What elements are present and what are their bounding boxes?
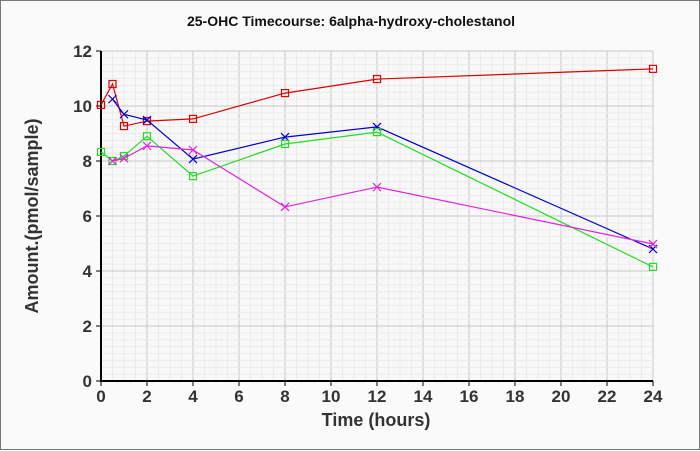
data-point-red [188, 114, 198, 124]
marker-stroke [280, 132, 290, 142]
series-line-red [100, 68, 654, 127]
data-point-green [648, 262, 658, 271]
marker-stroke [119, 109, 129, 119]
x-tick-label: 18 [506, 387, 525, 406]
x-tick-label: 12 [368, 387, 387, 406]
y-tick-label: 4 [83, 262, 93, 281]
y-tick-label: 10 [73, 97, 92, 116]
data-point-blue [372, 122, 382, 132]
marker-stroke [372, 122, 382, 132]
data-point-magenta [108, 156, 117, 166]
x-tick-label: 2 [142, 387, 151, 406]
data-point-red [648, 64, 658, 73]
y-tick-label: 12 [73, 42, 92, 61]
marker-stroke [108, 156, 117, 166]
y-tick-labels: 0 2 4 6 8 10 12 [73, 42, 92, 391]
data-point-blue [188, 154, 198, 164]
data-point-blue [142, 115, 152, 125]
data-point-magenta [648, 239, 658, 249]
x-tick-label: 20 [552, 387, 571, 406]
marker-stroke [648, 239, 658, 249]
data-point-red [108, 79, 117, 89]
x-tick-label: 6 [234, 387, 243, 406]
x-tick-label: 14 [414, 387, 433, 406]
data-point-red [96, 100, 106, 110]
data-point-magenta [280, 202, 290, 212]
marker-stroke [142, 115, 152, 125]
grid [100, 50, 654, 382]
data-point-blue [108, 94, 117, 104]
data-point-green [108, 156, 117, 166]
series-magenta [108, 141, 658, 249]
x-tick-label: 22 [598, 387, 617, 406]
data-point-magenta [142, 141, 152, 151]
data-point-magenta [119, 153, 129, 163]
axes [96, 50, 654, 386]
data-point-green [372, 128, 382, 137]
series-red [96, 64, 658, 131]
y-tick-label: 6 [83, 207, 92, 226]
data-point-magenta [372, 182, 382, 192]
series-group [96, 64, 658, 271]
x-tick-labels: 0 2 4 6 8 10 12 14 16 18 20 22 24 [96, 387, 663, 406]
marker-stroke [142, 141, 152, 151]
data-point-blue [119, 109, 129, 119]
data-point-magenta [188, 145, 198, 155]
y-axis-label: Amount.(pmol/sample) [22, 118, 42, 313]
x-tick-label: 0 [96, 387, 105, 406]
marker-stroke [108, 94, 117, 104]
data-point-red [280, 88, 290, 98]
x-tick-label: 8 [280, 387, 289, 406]
data-point-green [280, 139, 290, 149]
x-tick-label: 16 [460, 387, 479, 406]
x-tick-label: 4 [188, 387, 198, 406]
data-point-green [96, 147, 106, 157]
chart-title: 25-OHC Timecourse: 6alpha-hydroxy-choles… [187, 13, 515, 29]
y-tick-label: 2 [83, 317, 92, 336]
marker-stroke [280, 202, 290, 212]
data-point-blue [280, 132, 290, 142]
data-point-red [372, 74, 382, 84]
marker-stroke [119, 153, 129, 163]
marker-stroke [188, 154, 198, 164]
data-point-green [142, 132, 152, 141]
x-tick-label: 24 [644, 387, 663, 406]
x-axis-label: Time (hours) [322, 410, 431, 430]
data-point-red [119, 121, 129, 131]
marker-stroke [372, 182, 382, 192]
data-point-green [188, 172, 198, 181]
y-tick-label: 0 [83, 372, 92, 391]
x-tick-label: 10 [322, 387, 341, 406]
y-tick-label: 8 [83, 152, 92, 171]
data-point-red [142, 117, 152, 126]
marker-stroke [188, 145, 198, 155]
